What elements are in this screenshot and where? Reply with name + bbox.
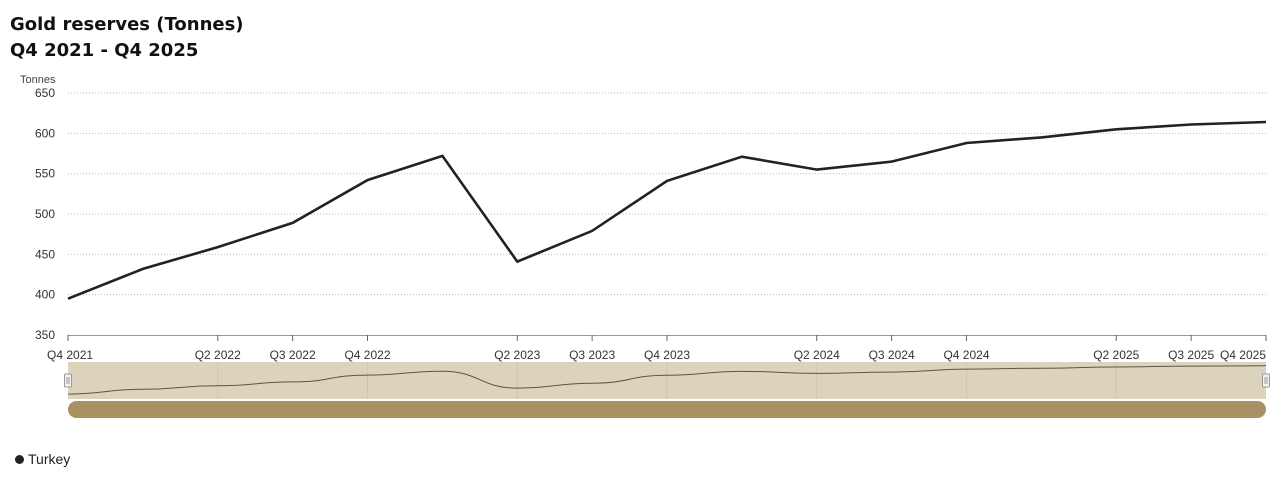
x-tick-label: Q3 2024 (869, 348, 915, 362)
legend-item-turkey[interactable]: Turkey (15, 451, 70, 467)
x-tick-label: Q4 2022 (344, 348, 390, 362)
scrollbar-thumb[interactable] (68, 401, 1266, 418)
x-axis: Q4 2021 Q2 2022 Q3 2022 Q4 2022 Q2 2023 Q3 20… (47, 335, 1267, 362)
x-tick-label: Q4 2024 (943, 348, 989, 362)
x-tick-label: Q2 2022 (195, 348, 241, 362)
x-tick-label: Q4 2021 (47, 348, 93, 362)
navigator-right-handle[interactable] (1262, 373, 1270, 388)
y-tick-label: 550 (35, 167, 55, 181)
chart-title-block: Gold reserves (Tonnes) Q4 2021 - Q4 2025 (10, 12, 244, 64)
gridlines (68, 92, 1266, 296)
y-axis-unit-label: Tonnes (20, 74, 56, 86)
navigator[interactable] (64, 362, 1270, 399)
y-tick-label: 650 (35, 86, 55, 100)
navigator-left-handle[interactable] (64, 373, 72, 388)
series-layer (67, 120, 1267, 300)
legend-marker-icon (15, 454, 24, 464)
series-line-turkey (67, 120, 1267, 300)
x-tick-label: Q3 2023 (569, 348, 615, 362)
x-tick-label: Q4 2023 (644, 348, 690, 362)
x-tick-label: Q2 2024 (794, 348, 840, 362)
scrollbar[interactable] (68, 401, 1266, 418)
x-tick-label: Q2 2023 (494, 348, 540, 362)
x-tick-label: Q3 2025 (1168, 348, 1214, 362)
y-tick-label: 600 (35, 126, 55, 140)
y-tick-label: 500 (35, 207, 55, 221)
x-tick-label: Q2 2025 (1093, 348, 1139, 362)
navigator-series-line (67, 365, 1267, 395)
chart-title: Gold reserves (Tonnes) (10, 14, 244, 35)
legend-label: Turkey (28, 451, 71, 467)
x-tick-label: Q3 2022 (270, 348, 316, 362)
y-tick-label: 450 (35, 247, 55, 261)
y-axis-ticks: 350 400 450 500 550 600 650 (35, 86, 55, 342)
y-tick-label: 400 (35, 288, 55, 302)
y-tick-label: 350 (35, 328, 55, 342)
x-tick-label: Q4 2025 (1220, 348, 1266, 362)
chart-subtitle: Q4 2021 - Q4 2025 (10, 40, 199, 61)
